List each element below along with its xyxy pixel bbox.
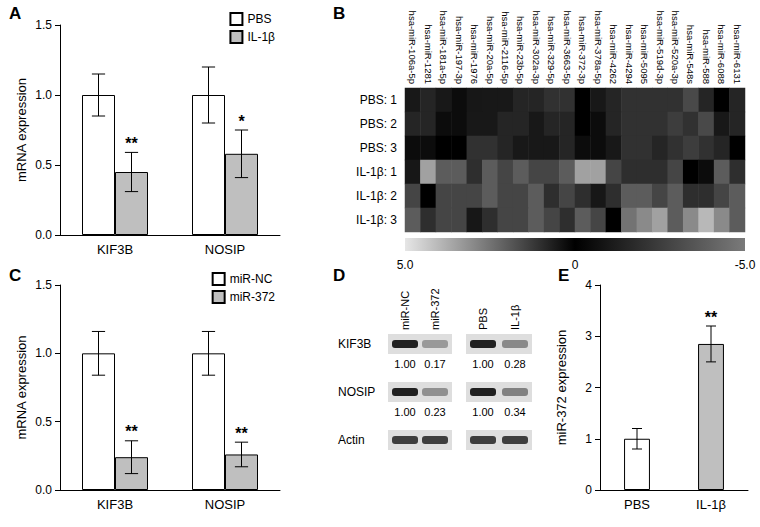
svg-text:KIF3B: KIF3B bbox=[338, 337, 371, 351]
svg-text:1: 1 bbox=[585, 432, 592, 446]
svg-text:PBS: PBS bbox=[624, 497, 650, 512]
svg-text:Actin: Actin bbox=[338, 433, 365, 447]
svg-text:hsa-miR-181a-5p: hsa-miR-181a-5p bbox=[438, 11, 449, 84]
svg-text:1.5: 1.5 bbox=[35, 278, 52, 292]
svg-text:**: ** bbox=[235, 425, 248, 442]
svg-text:IL-1β: 3: IL-1β: 3 bbox=[356, 213, 397, 227]
svg-text:hsa-miR-1976: hsa-miR-1976 bbox=[469, 24, 480, 84]
svg-text:**: ** bbox=[125, 423, 138, 440]
svg-text:PBS: 1: PBS: 1 bbox=[360, 93, 398, 107]
svg-text:2: 2 bbox=[585, 381, 592, 395]
svg-text:E: E bbox=[558, 266, 569, 285]
svg-text:hsa-miR-5095: hsa-miR-5095 bbox=[639, 24, 650, 84]
svg-text:PBS: PBS bbox=[247, 12, 271, 26]
svg-text:miR-NC: miR-NC bbox=[230, 272, 273, 286]
svg-text:PBS: 3: PBS: 3 bbox=[360, 141, 398, 155]
svg-text:hsa-miR-548s: hsa-miR-548s bbox=[685, 25, 696, 84]
svg-text:1.0: 1.0 bbox=[35, 88, 52, 102]
svg-text:5.0: 5.0 bbox=[397, 258, 414, 272]
svg-text:hsa-miR-106a-5p: hsa-miR-106a-5p bbox=[407, 11, 418, 84]
svg-text:0.5: 0.5 bbox=[35, 158, 52, 172]
svg-text:hsa-miR-20a-5p: hsa-miR-20a-5p bbox=[485, 16, 496, 84]
svg-text:hsa-miR-329-5p: hsa-miR-329-5p bbox=[546, 16, 557, 84]
svg-text:hsa-miR-378a-5p: hsa-miR-378a-5p bbox=[593, 11, 604, 84]
svg-text:0.5: 0.5 bbox=[35, 415, 52, 429]
svg-text:0: 0 bbox=[572, 258, 579, 272]
svg-text:C: C bbox=[9, 266, 21, 285]
svg-text:hsa-miR-302a-3p: hsa-miR-302a-3p bbox=[531, 11, 542, 84]
svg-text:0.0: 0.0 bbox=[35, 483, 52, 497]
svg-text:PBS: 2: PBS: 2 bbox=[360, 117, 398, 131]
svg-text:IL-1β: 1: IL-1β: 1 bbox=[356, 165, 397, 179]
svg-text:hsa-miR-520a-3p: hsa-miR-520a-3p bbox=[670, 11, 681, 84]
svg-text:B: B bbox=[333, 4, 345, 23]
svg-text:hsa-miR-1281: hsa-miR-1281 bbox=[423, 24, 434, 84]
svg-text:mRNA expression: mRNA expression bbox=[14, 335, 29, 439]
svg-text:0.34: 0.34 bbox=[504, 406, 525, 418]
svg-text:hsa-miR-3663-5p: hsa-miR-3663-5p bbox=[562, 11, 573, 84]
svg-text:1.00: 1.00 bbox=[472, 406, 493, 418]
svg-text:0: 0 bbox=[585, 483, 592, 497]
svg-text:**: ** bbox=[705, 309, 718, 326]
svg-text:NOSIP: NOSIP bbox=[205, 242, 245, 257]
svg-text:1.0: 1.0 bbox=[35, 346, 52, 360]
svg-text:IL-1β: 2: IL-1β: 2 bbox=[356, 189, 397, 203]
svg-text:hsa-miR-372-3p: hsa-miR-372-3p bbox=[577, 16, 588, 84]
svg-text:hsa-miR-4262: hsa-miR-4262 bbox=[608, 24, 619, 84]
svg-text:hsa-miR-519d-3p: hsa-miR-519d-3p bbox=[655, 11, 666, 84]
svg-text:-5.0: -5.0 bbox=[735, 258, 756, 272]
svg-text:D: D bbox=[333, 266, 345, 285]
svg-text:miR-372 expression: miR-372 expression bbox=[554, 330, 569, 446]
svg-text:hsa-miR-2116-5p: hsa-miR-2116-5p bbox=[500, 11, 511, 84]
svg-text:miR-NC: miR-NC bbox=[399, 291, 411, 330]
svg-text:NOSIP: NOSIP bbox=[338, 385, 375, 399]
svg-text:PBS: PBS bbox=[477, 308, 489, 330]
svg-text:hsa-miR-197-3p: hsa-miR-197-3p bbox=[454, 16, 465, 84]
svg-text:1.00: 1.00 bbox=[394, 358, 415, 370]
svg-text:NOSIP: NOSIP bbox=[205, 497, 245, 512]
svg-text:miR-372: miR-372 bbox=[230, 290, 276, 304]
svg-text:0.17: 0.17 bbox=[424, 358, 445, 370]
svg-text:0.23: 0.23 bbox=[424, 406, 445, 418]
svg-text:1.00: 1.00 bbox=[394, 406, 415, 418]
svg-text:1.5: 1.5 bbox=[35, 18, 52, 32]
svg-text:0.0: 0.0 bbox=[35, 228, 52, 242]
svg-text:4: 4 bbox=[585, 278, 592, 292]
svg-text:hsa-miR-23b-5p: hsa-miR-23b-5p bbox=[515, 16, 526, 84]
svg-text:hsa-miR-4294: hsa-miR-4294 bbox=[624, 24, 635, 84]
svg-text:hsa-miR-588: hsa-miR-588 bbox=[701, 30, 712, 84]
svg-text:*: * bbox=[238, 113, 245, 130]
svg-text:KIF3B: KIF3B bbox=[97, 497, 133, 512]
svg-text:IL-1β: IL-1β bbox=[247, 30, 275, 44]
svg-text:1.00: 1.00 bbox=[472, 358, 493, 370]
svg-text:hsa-miR-6088: hsa-miR-6088 bbox=[716, 24, 727, 84]
svg-text:IL-1β: IL-1β bbox=[696, 497, 726, 512]
svg-text:**: ** bbox=[125, 135, 138, 152]
svg-text:KIF3B: KIF3B bbox=[97, 242, 133, 257]
svg-text:IL-1β: IL-1β bbox=[509, 305, 521, 330]
svg-text:0.28: 0.28 bbox=[504, 358, 525, 370]
svg-text:A: A bbox=[9, 4, 21, 23]
svg-text:hsa-miR-6131: hsa-miR-6131 bbox=[732, 24, 743, 84]
svg-text:3: 3 bbox=[585, 329, 592, 343]
svg-text:miR-372: miR-372 bbox=[429, 288, 441, 330]
svg-text:mRNA expression: mRNA expression bbox=[14, 78, 29, 182]
